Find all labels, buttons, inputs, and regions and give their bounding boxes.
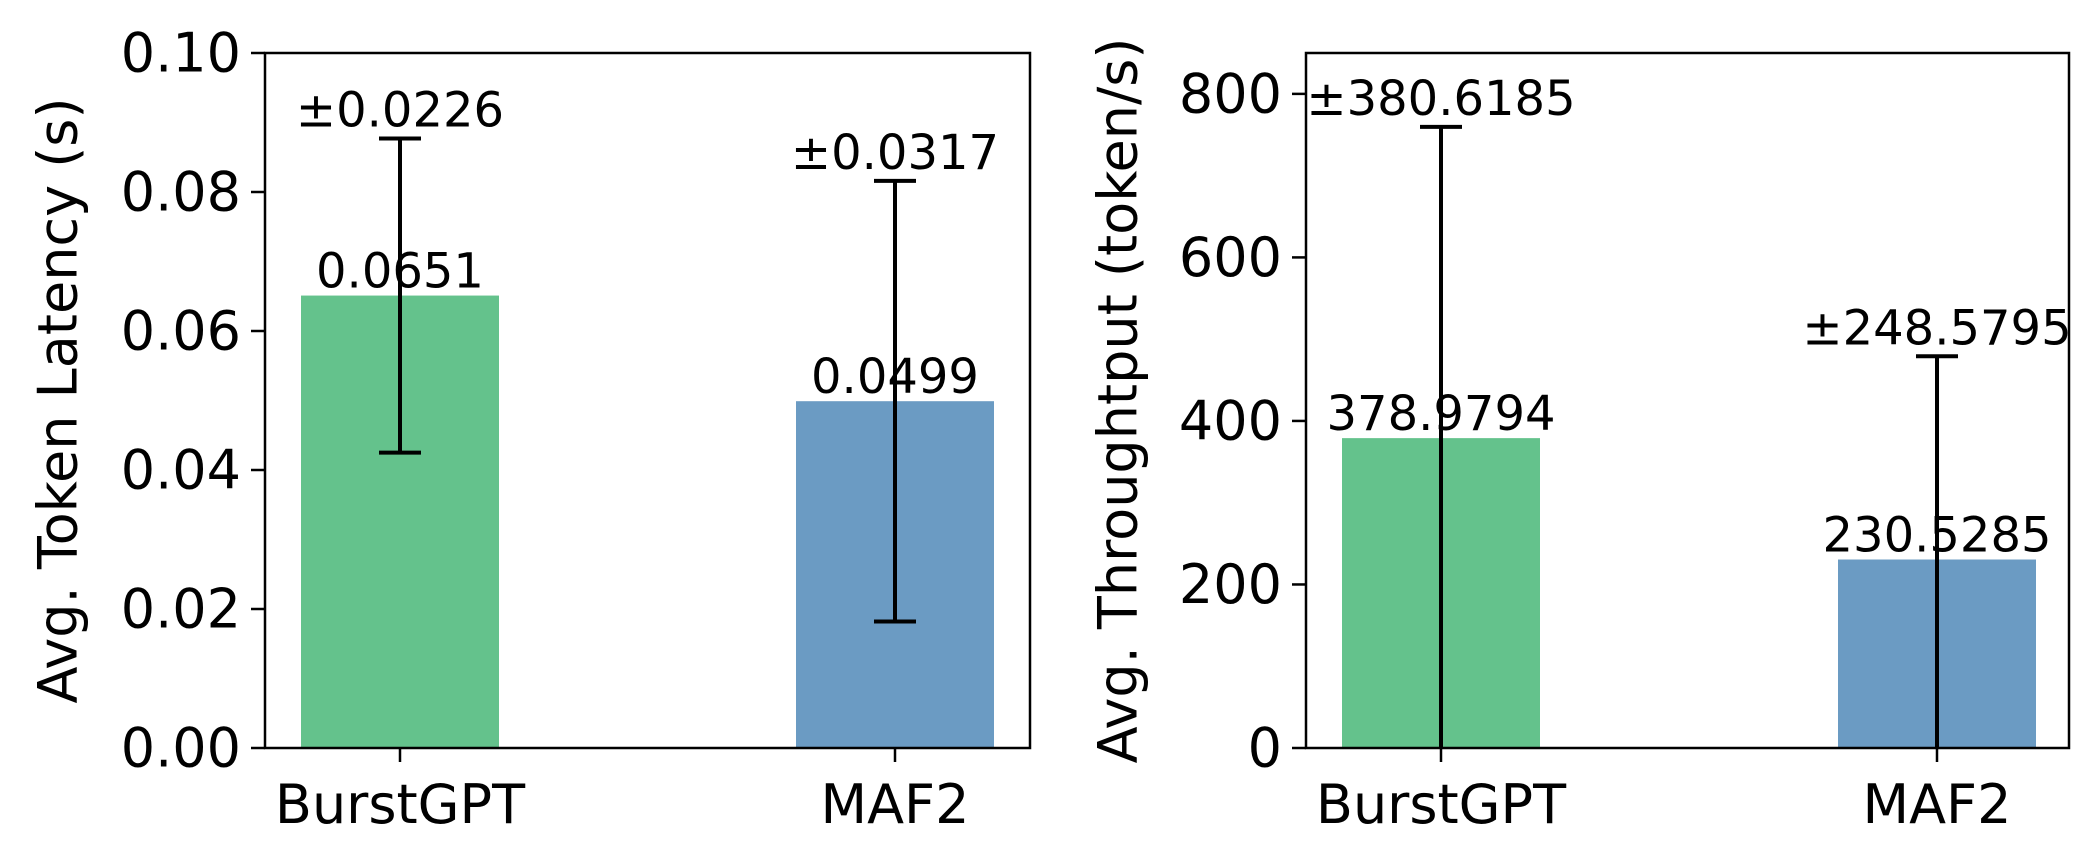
throughput-panel: 378.9794 230.5285 ±380.6185 ±248.5795 0 200 40… xyxy=(1087,38,2072,836)
throughput-y-tick-label: 400 xyxy=(1179,389,1282,452)
latency-value-label: 0.0499 xyxy=(811,349,979,405)
latency-x-tick-label: BurstGPT xyxy=(275,773,526,836)
throughput-value-label: 378.9794 xyxy=(1326,386,1555,442)
latency-x-tick-label: MAF2 xyxy=(821,773,970,836)
throughput-error-label: ±248.5795 xyxy=(1802,300,2071,356)
latency-error-bar-maf2 xyxy=(874,178,916,624)
latency-error-bar-burstgpt xyxy=(379,136,421,455)
throughput-x-tick-label: BurstGPT xyxy=(1316,773,1567,836)
latency-axes-frame xyxy=(263,51,1032,750)
throughput-x-tick-label: MAF2 xyxy=(1863,773,2012,836)
throughput-y-tick-label: 600 xyxy=(1179,226,1282,289)
latency-y-tick-label: 0.08 xyxy=(121,161,241,224)
latency-y-axis-title: Avg. Token Latency (s) xyxy=(27,97,90,703)
latency-y-tick-label: 0.00 xyxy=(121,717,241,780)
latency-y-tick-label: 0.10 xyxy=(121,22,241,85)
latency-y-tick-label: 0.02 xyxy=(121,578,241,641)
throughput-y-tick-label: 800 xyxy=(1179,62,1282,125)
throughput-axes-frame xyxy=(1304,51,2071,750)
latency-error-label: ±0.0226 xyxy=(296,82,504,138)
throughput-y-tick-label: 0 xyxy=(1248,717,1282,780)
throughput-y-axis-title: Avg. Throughtput (token/s) xyxy=(1087,38,1150,764)
latency-value-label: 0.0651 xyxy=(316,244,484,300)
throughput-error-label: ±380.6185 xyxy=(1306,71,1575,127)
throughput-error-bar-burstgpt xyxy=(1420,124,1462,748)
latency-y-tick-label: 0.04 xyxy=(121,439,241,502)
latency-error-label: ±0.0317 xyxy=(791,125,999,181)
latency-panel: 0.0651 0.0499 ±0.0226 ±0.0317 0.00 0.02 0.04 0.… xyxy=(27,22,1032,836)
throughput-y-tick-label: 200 xyxy=(1179,553,1282,616)
latency-y-tick-label: 0.06 xyxy=(121,300,241,363)
throughput-value-label: 230.5285 xyxy=(1822,508,2051,564)
throughput-error-bar-maf2 xyxy=(1916,354,1958,748)
